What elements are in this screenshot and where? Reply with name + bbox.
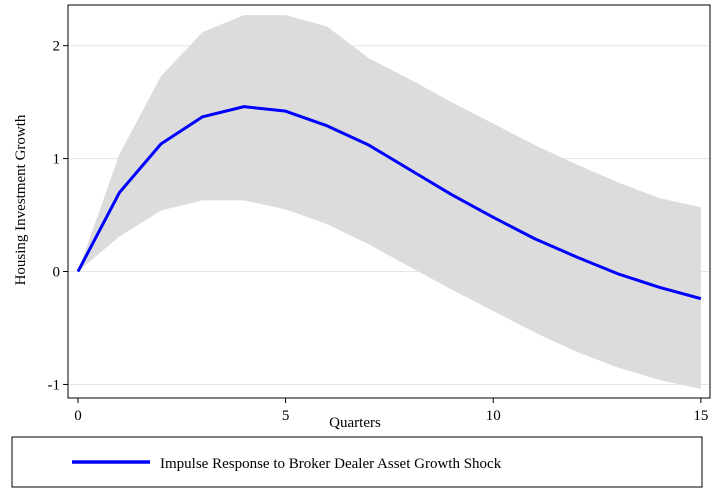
- x-tick-label: 0: [74, 408, 82, 424]
- series-line: [76, 105, 702, 301]
- y-axis-label: Housing Investment Growth: [13, 114, 29, 285]
- x-tick-label: 15: [693, 408, 708, 424]
- x-axis-label: Quarters: [329, 415, 381, 431]
- confidence-band: [77, 15, 701, 389]
- y-tick-label: 1: [53, 152, 61, 168]
- plot-frame: [67, 4, 711, 399]
- legend-label: Impulse Response to Broker Dealer Asset …: [160, 456, 502, 472]
- x-tick-label: 5: [282, 408, 290, 424]
- y-tick-label: 0: [53, 265, 61, 281]
- x-tick-label: 10: [486, 408, 501, 424]
- y-tick-label: 2: [53, 39, 61, 55]
- y-tick-label: -1: [48, 377, 61, 393]
